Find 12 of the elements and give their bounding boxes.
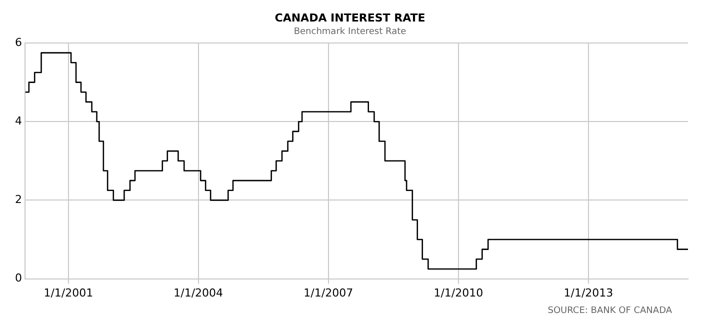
y-tick-label: 4 — [15, 114, 22, 128]
x-tick-label: 1/1/2007 — [304, 286, 354, 300]
x-tick-label: 1/1/2013 — [564, 286, 614, 300]
chart-title: CANADA INTEREST RATE — [274, 11, 426, 24]
x-tick-label: 1/1/2010 — [434, 286, 484, 300]
y-tick-label: 6 — [15, 36, 22, 49]
chart-subtitle: Benchmark Interest Rate — [294, 26, 407, 37]
x-tick-label: 1/1/2004 — [174, 286, 224, 300]
x-tick-label: 1/1/2001 — [44, 286, 94, 300]
y-tick-label: 0 — [15, 272, 22, 285]
source-note: SOURCE: BANK OF CANADA — [548, 306, 673, 316]
y-tick-label: 2 — [15, 193, 22, 206]
